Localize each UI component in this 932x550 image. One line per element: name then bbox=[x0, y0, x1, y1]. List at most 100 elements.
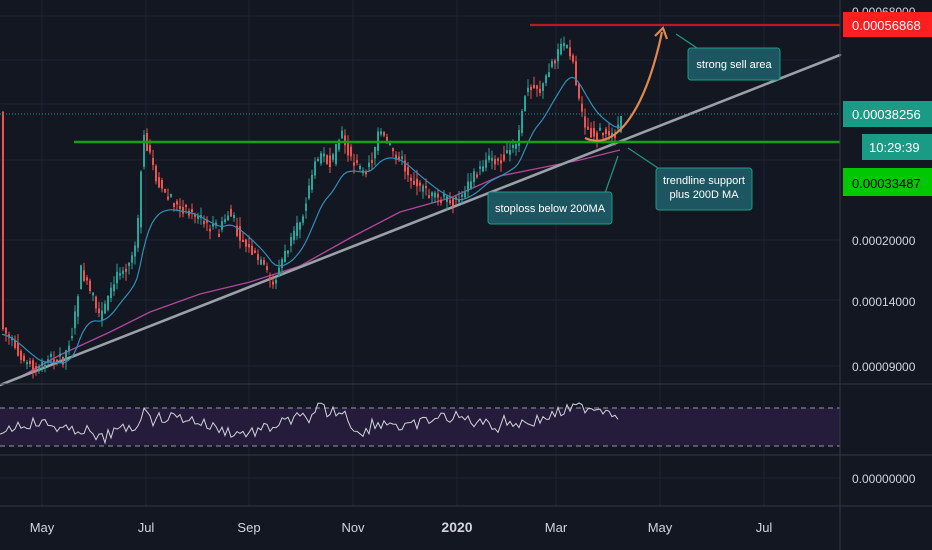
candle bbox=[164, 188, 166, 193]
candle bbox=[326, 155, 328, 164]
candle bbox=[296, 222, 298, 236]
candle bbox=[365, 171, 367, 175]
candle bbox=[614, 134, 616, 138]
candle bbox=[44, 365, 46, 368]
candle bbox=[233, 215, 235, 218]
candle bbox=[359, 166, 361, 169]
candle bbox=[65, 350, 67, 361]
candle bbox=[512, 145, 514, 148]
candle bbox=[587, 126, 589, 130]
candle bbox=[89, 280, 91, 291]
candle bbox=[185, 205, 187, 208]
candle bbox=[575, 61, 577, 85]
candle bbox=[515, 143, 517, 149]
annotation-sell-area-text: strong sell area bbox=[696, 59, 772, 71]
candle bbox=[41, 362, 43, 366]
candle bbox=[608, 131, 610, 136]
candle bbox=[560, 43, 562, 55]
candle bbox=[176, 201, 178, 205]
time-tick: Sep bbox=[237, 520, 260, 535]
candle bbox=[98, 308, 100, 314]
candle bbox=[311, 174, 313, 190]
candle bbox=[272, 281, 274, 285]
rsi-line bbox=[0, 402, 619, 445]
candle bbox=[425, 186, 427, 189]
countdown-label-bg bbox=[862, 134, 932, 160]
candle bbox=[287, 250, 289, 254]
candle bbox=[80, 265, 82, 290]
candle bbox=[611, 132, 613, 137]
candle bbox=[488, 155, 490, 161]
ma-200-line bbox=[17, 149, 621, 379]
price-tick: 0.00020000 bbox=[852, 234, 916, 248]
candle bbox=[140, 171, 142, 228]
candle bbox=[308, 185, 310, 199]
candle bbox=[332, 154, 334, 160]
candle bbox=[413, 180, 415, 185]
candle bbox=[170, 193, 172, 197]
candle bbox=[173, 202, 175, 207]
candle bbox=[314, 161, 316, 176]
candle bbox=[476, 174, 478, 178]
candle bbox=[599, 127, 601, 131]
candle bbox=[62, 356, 64, 365]
candle bbox=[266, 266, 268, 270]
time-tick: Jul bbox=[138, 520, 155, 535]
candle bbox=[371, 160, 373, 163]
candle bbox=[32, 360, 34, 371]
candle bbox=[47, 359, 49, 363]
candle bbox=[110, 287, 112, 298]
candle bbox=[68, 345, 70, 351]
candle bbox=[386, 136, 388, 144]
candle bbox=[122, 270, 124, 274]
candle bbox=[617, 124, 619, 129]
ema-line bbox=[1, 76, 621, 364]
sell-level-label-bg bbox=[843, 12, 932, 37]
countdown-label: 10:29:39 bbox=[869, 140, 920, 155]
candle bbox=[578, 83, 580, 99]
candle bbox=[101, 310, 103, 321]
candle bbox=[563, 43, 565, 47]
candle bbox=[449, 200, 451, 204]
annotation-sell-area[interactable]: strong sell area bbox=[675, 33, 781, 81]
candle bbox=[461, 194, 463, 197]
candle bbox=[260, 259, 262, 265]
candle bbox=[509, 149, 511, 155]
rsi-panel bbox=[0, 383, 932, 456]
candle bbox=[428, 195, 430, 198]
candle bbox=[290, 237, 292, 246]
candle bbox=[83, 270, 85, 281]
candle bbox=[20, 350, 22, 360]
candle bbox=[356, 160, 358, 163]
candle bbox=[281, 259, 283, 268]
candle bbox=[50, 353, 52, 357]
candle bbox=[134, 245, 136, 257]
candle bbox=[620, 116, 622, 132]
annotation-stoploss[interactable]: stoploss below 200MA bbox=[487, 155, 619, 225]
candle bbox=[497, 158, 499, 161]
candle bbox=[491, 157, 493, 161]
candle bbox=[215, 222, 217, 226]
candle bbox=[320, 153, 322, 164]
candle bbox=[197, 215, 199, 219]
candle bbox=[323, 153, 325, 157]
time-tick: Mar bbox=[545, 520, 568, 535]
candle bbox=[245, 239, 247, 247]
projection-arrow bbox=[584, 31, 664, 142]
candle bbox=[398, 156, 400, 160]
candle bbox=[278, 267, 280, 277]
candle bbox=[230, 208, 232, 217]
sell-level-label: 0.00056868 bbox=[852, 18, 921, 33]
candle bbox=[437, 193, 439, 198]
candle bbox=[38, 366, 40, 370]
candle bbox=[539, 88, 541, 93]
annotation-trendline-support[interactable]: trendline support plus 200D MA bbox=[627, 147, 753, 211]
candle bbox=[317, 158, 319, 162]
price-tick: 0.00009000 bbox=[852, 360, 916, 374]
candle bbox=[119, 273, 121, 276]
candle bbox=[92, 292, 94, 296]
candle bbox=[14, 339, 16, 348]
time-tick: 2020 bbox=[441, 519, 472, 535]
